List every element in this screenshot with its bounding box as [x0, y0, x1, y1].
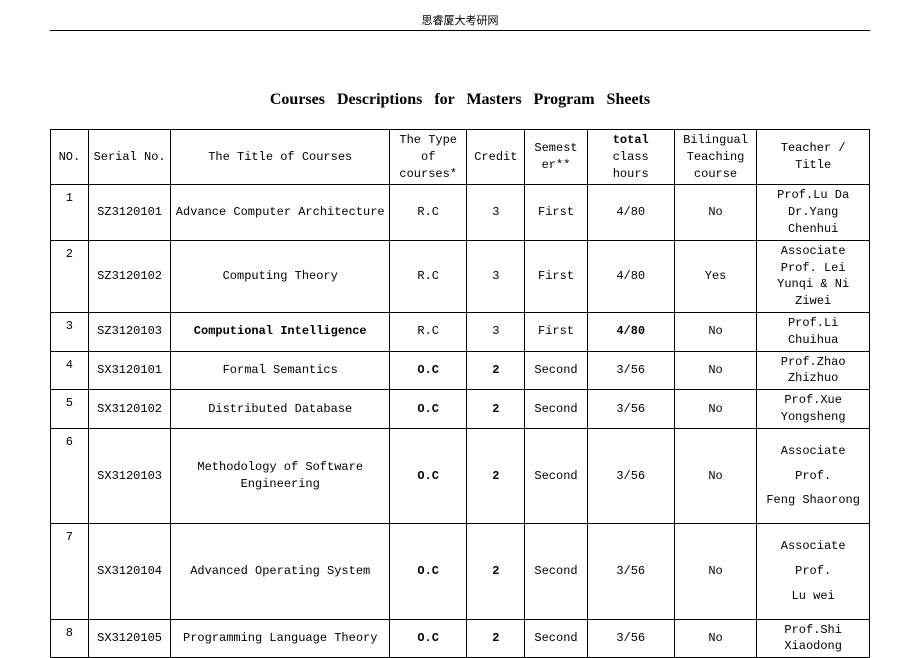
cell-hours: 3/56	[587, 351, 674, 390]
cell-bilingual: No	[674, 185, 757, 240]
cell-credit: 3	[467, 185, 525, 240]
cell-credit: 2	[467, 390, 525, 429]
cell-type: O.C	[390, 428, 467, 523]
cell-semester: Second	[525, 351, 587, 390]
cell-bilingual: No	[674, 390, 757, 429]
cell-type: R.C	[390, 185, 467, 240]
col-bilingual: Bilingual Teaching course	[674, 130, 757, 185]
cell-title: Advance Computer Architecture	[171, 185, 390, 240]
cell-hours: 3/56	[587, 524, 674, 619]
cell-type: R.C	[390, 312, 467, 351]
col-semester: Semest er**	[525, 130, 587, 185]
cell-type: R.C	[390, 240, 467, 312]
cell-no: 8	[51, 619, 89, 658]
cell-serial: SX3120103	[88, 428, 171, 523]
cell-teacher: Prof.Xue Yongsheng	[757, 390, 870, 429]
cell-teacher: Associate Prof. Lei Yunqi & Ni Ziwei	[757, 240, 870, 312]
table-row: 7SX3120104Advanced Operating SystemO.C2S…	[51, 524, 870, 619]
cell-title: Formal Semantics	[171, 351, 390, 390]
col-serial: Serial No.	[88, 130, 171, 185]
cell-bilingual: No	[674, 524, 757, 619]
cell-no: 7	[51, 524, 89, 619]
cell-teacher: AssociateProf.Feng Shaorong	[757, 428, 870, 523]
table-row: 3SZ3120103Computional IntelligenceR.C3Fi…	[51, 312, 870, 351]
table-row: 2SZ3120102Computing TheoryR.C3First4/80Y…	[51, 240, 870, 312]
col-title: The Title of Courses	[171, 130, 390, 185]
cell-credit: 3	[467, 240, 525, 312]
cell-semester: First	[525, 185, 587, 240]
cell-title: Methodology of Software Engineering	[171, 428, 390, 523]
cell-serial: SX3120105	[88, 619, 171, 658]
col-credit: Credit	[467, 130, 525, 185]
cell-title: Computional Intelligence	[171, 312, 390, 351]
col-no: NO.	[51, 130, 89, 185]
cell-no: 5	[51, 390, 89, 429]
cell-teacher: Prof.Zhao Zhizhuo	[757, 351, 870, 390]
cell-bilingual: No	[674, 312, 757, 351]
cell-teacher: Prof.Li Chuihua	[757, 312, 870, 351]
col-type: The Type of courses*	[390, 130, 467, 185]
cell-bilingual: No	[674, 428, 757, 523]
cell-credit: 2	[467, 351, 525, 390]
cell-teacher: Prof.Shi Xiaodong	[757, 619, 870, 658]
cell-semester: Second	[525, 428, 587, 523]
cell-serial: SZ3120101	[88, 185, 171, 240]
cell-serial: SX3120101	[88, 351, 171, 390]
cell-semester: First	[525, 312, 587, 351]
col-hours: total class hours	[587, 130, 674, 185]
cell-hours: 3/56	[587, 390, 674, 429]
table-row: 6SX3120103Methodology of Software Engine…	[51, 428, 870, 523]
page-title: Courses Descriptions for Masters Program…	[0, 91, 920, 109]
cell-credit: 3	[467, 312, 525, 351]
table-row: 4SX3120101Formal SemanticsO.C2Second3/56…	[51, 351, 870, 390]
cell-teacher: Prof.Lu Da Dr.Yang Chenhui	[757, 185, 870, 240]
cell-hours: 4/80	[587, 312, 674, 351]
table-row: 1SZ3120101Advance Computer ArchitectureR…	[51, 185, 870, 240]
cell-credit: 2	[467, 428, 525, 523]
cell-title: Programming Language Theory	[171, 619, 390, 658]
cell-semester: Second	[525, 390, 587, 429]
courses-table: NO. Serial No. The Title of Courses The …	[50, 129, 870, 658]
cell-serial: SZ3120103	[88, 312, 171, 351]
cell-credit: 2	[467, 524, 525, 619]
cell-hours: 4/80	[587, 240, 674, 312]
cell-hours: 4/80	[587, 185, 674, 240]
cell-no: 6	[51, 428, 89, 523]
cell-serial: SZ3120102	[88, 240, 171, 312]
cell-semester: Second	[525, 524, 587, 619]
cell-no: 4	[51, 351, 89, 390]
cell-title: Advanced Operating System	[171, 524, 390, 619]
cell-semester: Second	[525, 619, 587, 658]
cell-type: O.C	[390, 351, 467, 390]
cell-no: 3	[51, 312, 89, 351]
table-row: 5SX3120102Distributed DatabaseO.C2Second…	[51, 390, 870, 429]
cell-hours: 3/56	[587, 428, 674, 523]
cell-no: 2	[51, 240, 89, 312]
cell-teacher: AssociateProf.Lu wei	[757, 524, 870, 619]
col-teacher: Teacher / Title	[757, 130, 870, 185]
cell-semester: First	[525, 240, 587, 312]
cell-credit: 2	[467, 619, 525, 658]
cell-hours: 3/56	[587, 619, 674, 658]
table-header-row: NO. Serial No. The Title of Courses The …	[51, 130, 870, 185]
cell-serial: SX3120104	[88, 524, 171, 619]
cell-title: Computing Theory	[171, 240, 390, 312]
cell-type: O.C	[390, 619, 467, 658]
cell-title: Distributed Database	[171, 390, 390, 429]
cell-bilingual: Yes	[674, 240, 757, 312]
page-header: 思睿厦大考研网	[50, 0, 870, 31]
cell-no: 1	[51, 185, 89, 240]
cell-bilingual: No	[674, 619, 757, 658]
table-row: 8SX3120105Programming Language TheoryO.C…	[51, 619, 870, 658]
cell-serial: SX3120102	[88, 390, 171, 429]
cell-bilingual: No	[674, 351, 757, 390]
cell-type: O.C	[390, 524, 467, 619]
cell-type: O.C	[390, 390, 467, 429]
table-body: 1SZ3120101Advance Computer ArchitectureR…	[51, 185, 870, 658]
